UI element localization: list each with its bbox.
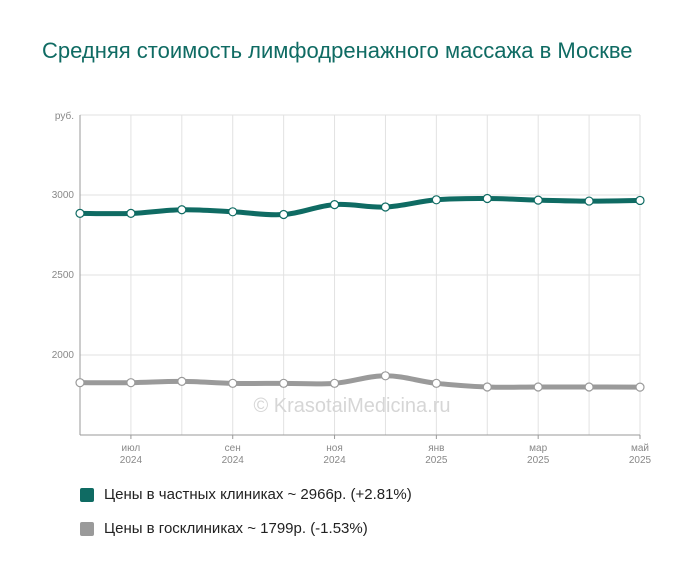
- legend-swatch-private: [80, 487, 94, 502]
- data-point: [75, 208, 85, 218]
- data-point: [177, 205, 187, 215]
- data-point: [431, 378, 441, 388]
- x-tick-label-month: мар: [529, 443, 547, 454]
- data-point: [279, 209, 289, 220]
- data-point: [228, 207, 238, 217]
- x-tick-label-year: 2024: [222, 455, 245, 466]
- x-tick-label-year: 2025: [629, 455, 652, 466]
- data-point: [279, 378, 289, 388]
- series-line-1: [77, 373, 643, 390]
- data-point: [431, 195, 441, 205]
- x-tick-label-year: 2024: [323, 455, 346, 466]
- grid: [79, 114, 641, 435]
- data-point: [75, 378, 85, 388]
- data-point: [228, 378, 238, 388]
- legend-swatch-public: [80, 521, 94, 536]
- x-tick-label-month: янв: [428, 443, 444, 454]
- data-point: [380, 371, 391, 381]
- data-point: [329, 378, 340, 388]
- legend-item-private: Цены в частных клиниках ~ 2966р. (+2.81%…: [80, 486, 412, 503]
- data-point: [482, 193, 492, 204]
- chart-title: Средняя стоимость лимфодренажного массаж…: [42, 38, 633, 63]
- data-point: [635, 195, 645, 206]
- data-point: [380, 202, 391, 212]
- data-point: [126, 208, 136, 218]
- x-tick-label-year: 2025: [425, 455, 448, 466]
- legend-item-public: Цены в госклиниках ~ 1799р. (-1.53%): [80, 520, 368, 537]
- x-tick-label-month: ноя: [326, 443, 343, 454]
- y-tick-label: 3000: [52, 190, 75, 201]
- y-axis-label: руб.: [55, 110, 74, 122]
- series-line-0: [77, 195, 643, 218]
- data-point: [584, 382, 594, 392]
- data-point: [533, 382, 543, 392]
- x-tick-label-month: июл: [122, 443, 141, 454]
- x-tick-label-year: 2024: [120, 455, 143, 466]
- x-tick-label-month: май: [631, 443, 649, 454]
- data-point: [482, 382, 492, 392]
- x-tick-label-month: сен: [225, 443, 241, 454]
- data-point: [329, 200, 340, 210]
- x-tick-label-year: 2025: [527, 455, 550, 466]
- data-point: [635, 382, 645, 392]
- legend-label-public: Цены в госклиниках ~ 1799р. (-1.53%): [104, 520, 368, 537]
- series: [75, 193, 645, 392]
- data-point: [584, 196, 594, 206]
- data-point: [533, 195, 543, 205]
- legend-label-private: Цены в частных клиниках ~ 2966р. (+2.81%…: [104, 486, 412, 503]
- axes: 200025003000руб.июл2024сен2024ноя2024янв…: [52, 110, 652, 466]
- watermark-text: © KrasotaiMedicina.ru: [253, 395, 450, 417]
- y-tick-label: 2500: [52, 270, 75, 281]
- data-point: [126, 378, 136, 388]
- y-tick-label: 2000: [52, 350, 75, 361]
- data-point: [177, 376, 187, 386]
